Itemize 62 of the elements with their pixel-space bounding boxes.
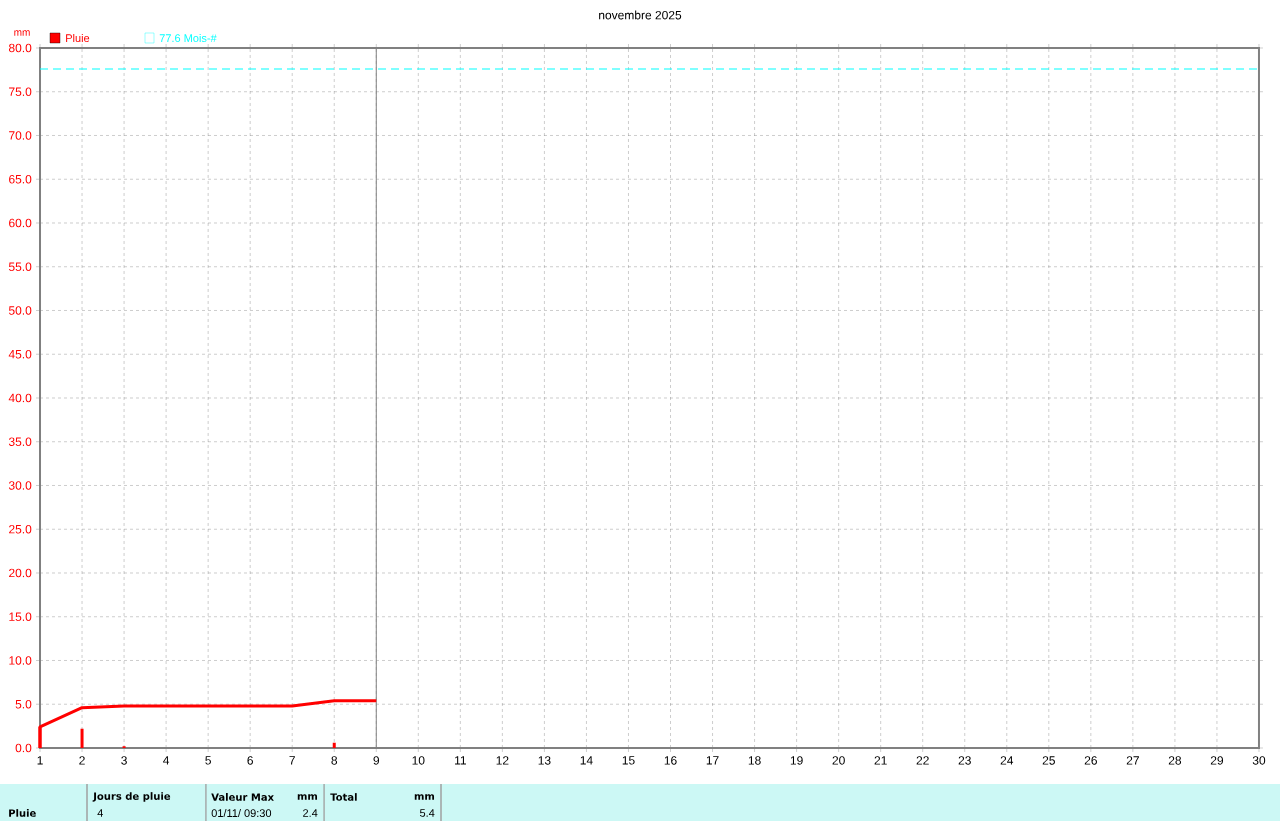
x-tick-label: 10 (412, 756, 425, 765)
x-tick-label: 14 (580, 756, 593, 765)
text: 01/11/ 09:30 (211, 808, 272, 818)
x-tick-label: 28 (1168, 756, 1182, 765)
x-tick-label: 11 (455, 756, 466, 765)
x-tick-label: 9 (373, 756, 380, 765)
legend-label: Pluie (66, 33, 90, 43)
y-tick-label: 0.0 (15, 743, 32, 753)
y-tick-label: 10.0 (9, 656, 32, 665)
y-tick-label: 40.0 (8, 393, 32, 403)
text: Jours de pluie (92, 792, 171, 802)
x-tick-label: 12 (496, 756, 509, 765)
legend-label: 77.6 Mois-# (159, 33, 217, 43)
x-tick-label: 1 (37, 756, 43, 765)
x-tick-label: 2 (79, 756, 85, 765)
y-tick-label: 80.0 (8, 43, 32, 53)
x-tick-label: 29 (1210, 756, 1224, 765)
x-tick-label: 19 (790, 756, 803, 765)
y-tick-label: 30.0 (8, 481, 32, 490)
y-tick-label: 25.0 (9, 524, 32, 534)
x-tick-label: 17 (706, 756, 719, 765)
y-tick-label: 55.0 (8, 262, 32, 271)
y-tick-label: 50.0 (8, 306, 32, 315)
x-tick-label: 3 (121, 756, 127, 765)
text: Valeur Max (211, 793, 274, 801)
text: mm (414, 794, 435, 800)
y-tick-label: 20.0 (9, 568, 32, 578)
x-tick-label: 25 (1042, 756, 1055, 765)
x-tick-label: 7 (289, 756, 295, 765)
x-tick-label: 21 (874, 756, 887, 765)
y-tick-label: 45.0 (8, 349, 32, 359)
x-tick-label: 15 (622, 756, 635, 765)
y-tick-label: 5.0 (15, 699, 32, 709)
y-axis-title: mm (14, 30, 30, 36)
x-tick-label: 30 (1252, 756, 1266, 765)
y-tick-label: 70.0 (9, 131, 32, 140)
y-tick-label: 60.0 (9, 218, 32, 228)
y-tick-label: 75.0 (9, 87, 32, 96)
x-tick-label: 13 (538, 756, 551, 765)
x-tick-label: 23 (958, 756, 971, 765)
line-series (38, 699, 378, 750)
x-tick-label: 18 (748, 756, 761, 765)
x-tick-label: 8 (331, 756, 338, 765)
x-tick-label: 20 (832, 756, 845, 765)
y-tick-label: 35.0 (8, 437, 32, 446)
x-tick-label: 27 (1126, 756, 1139, 765)
x-tick-label: 5 (205, 756, 211, 765)
text: 5.4 (419, 809, 435, 817)
y-tick-label: 15.0 (9, 612, 32, 621)
y-tick-label: 65.0 (9, 174, 32, 184)
x-tick-label: 16 (664, 756, 677, 765)
chart-title: novembre 2025 (599, 10, 682, 20)
x-tick-label: 22 (916, 756, 929, 765)
text: mm (297, 794, 318, 800)
text: 2.4 (303, 809, 318, 817)
x-tick-label: 4 (163, 756, 170, 765)
x-tick-label: 6 (247, 756, 253, 765)
text: Pluie (9, 809, 36, 817)
x-tick-label: 24 (1000, 756, 1014, 765)
text: 4 (97, 809, 103, 817)
text: Total (330, 793, 357, 801)
x-tick-label: 26 (1084, 756, 1097, 765)
